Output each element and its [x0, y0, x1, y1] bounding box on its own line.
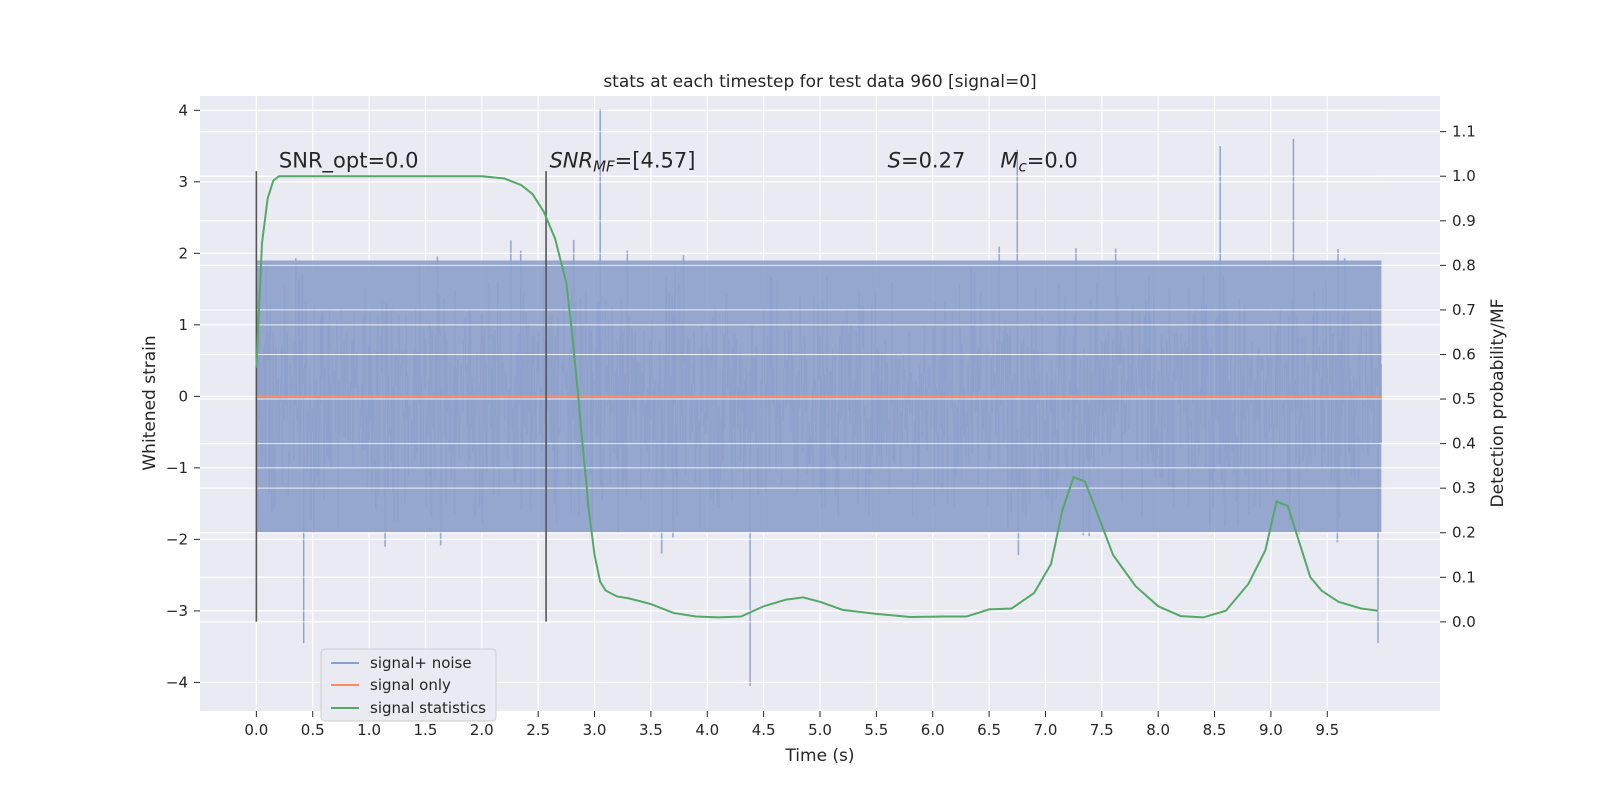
y-tick-label: −4: [166, 673, 188, 691]
annotation-main: M: [1000, 149, 1018, 173]
annotation-suffix: =[4.57]: [615, 149, 696, 173]
x-axis-label: Time (s): [784, 746, 854, 766]
y-axis-ticks: −4 −3 −2 −1 0 1 2 3 4: [166, 101, 200, 691]
annotation-suffix: =0.0: [1027, 149, 1078, 173]
x-tick-label: 4.5: [752, 721, 776, 739]
annotation-main: S: [888, 149, 901, 173]
x-tick-label: 3.5: [639, 721, 663, 739]
x-tick-label: 6.5: [977, 721, 1001, 739]
right-y-axis-label: Detection probability/MF: [1488, 299, 1508, 508]
x-tick-label: 5.0: [808, 721, 832, 739]
x-tick-label: 2.0: [470, 721, 494, 739]
y-tick-label: 1: [178, 316, 188, 334]
legend-label-signal-noise: signal+ noise: [370, 654, 472, 672]
y-right-tick-label: 0.8: [1452, 256, 1476, 274]
legend-label-signal-only: signal only: [370, 676, 451, 694]
x-tick-label: 5.5: [864, 721, 888, 739]
y-tick-label: 0: [178, 387, 188, 405]
x-tick-label: 6.0: [921, 721, 945, 739]
annotation-sub: c: [1018, 158, 1027, 176]
x-tick-label: 2.5: [526, 721, 550, 739]
annotation-suffix: =0.27: [901, 149, 965, 173]
annotation-main: SNR: [549, 149, 593, 173]
x-tick-label: 8.5: [1203, 721, 1227, 739]
x-tick-label: 8.0: [1146, 721, 1170, 739]
y-right-tick-label: 0.5: [1452, 390, 1476, 408]
x-tick-label: 1.0: [357, 721, 381, 739]
y-axis-label: Whitened strain: [140, 335, 160, 470]
y-tick-label: −2: [166, 530, 188, 548]
x-tick-label: 7.0: [1034, 721, 1058, 739]
chart-title: stats at each timestep for test data 960…: [603, 72, 1036, 92]
y-right-tick-label: 0.7: [1452, 301, 1476, 319]
y-tick-label: 3: [178, 173, 188, 191]
x-tick-label: 1.5: [414, 721, 438, 739]
y-right-tick-label: 0.4: [1452, 435, 1476, 453]
y-right-tick-label: 1.1: [1452, 123, 1476, 141]
y-tick-label: −1: [166, 459, 188, 477]
right-y-axis-ticks: 0.0 0.1 0.2 0.3 0.4 0.5 0.6 0.7 0.8 0.9 1.0 1.1: [1440, 123, 1476, 631]
y-right-tick-label: 0.9: [1452, 212, 1476, 230]
annotations: SNR_opt=0.0 SNRMF=[4.57] S=0.27 Mc=0.0: [279, 149, 1078, 176]
annotation-text: Mc=0.0: [1000, 149, 1077, 176]
legend: signal+ noise signal only signal statist…: [320, 648, 497, 722]
x-tick-label: 7.5: [1090, 721, 1114, 739]
x-axis-ticks: 0.0 0.5 1.0 1.5 2.0 2.5 3.0 3.5 4.0 4.5 5.0 5.5 6.0 6…: [244, 711, 1339, 739]
vertical-markers: [255, 171, 547, 622]
y-right-tick-label: 0.3: [1452, 479, 1476, 497]
annotation-text: SNR_opt=0.0: [279, 149, 419, 174]
signal-statistics-series: [255, 175, 1379, 619]
signal-statistics-line: [255, 175, 1379, 619]
y-tick-label: 2: [178, 244, 188, 262]
annotation-text: S=0.27: [888, 149, 966, 173]
x-tick-label: 4.0: [695, 721, 719, 739]
y-right-tick-label: 1.0: [1452, 167, 1476, 185]
x-tick-label: 0.5: [301, 721, 325, 739]
x-tick-label: 9.5: [1315, 721, 1339, 739]
y-tick-label: −3: [166, 602, 188, 620]
legend-label-signal-statistics: signal statistics: [370, 699, 486, 717]
y-tick-label: 4: [178, 101, 188, 119]
annotation-sub: MF: [593, 158, 615, 176]
x-tick-label: 0.0: [244, 721, 268, 739]
y-right-tick-label: 0.6: [1452, 345, 1476, 363]
annotation-text: SNRMF=[4.57]: [549, 149, 695, 176]
x-tick-label: 3.0: [583, 721, 607, 739]
y-right-tick-label: 0.2: [1452, 524, 1476, 542]
x-tick-label: 9.0: [1259, 721, 1283, 739]
y-right-tick-label: 0.1: [1452, 568, 1476, 586]
y-right-tick-label: 0.0: [1452, 613, 1476, 631]
legend-box: [320, 648, 497, 722]
